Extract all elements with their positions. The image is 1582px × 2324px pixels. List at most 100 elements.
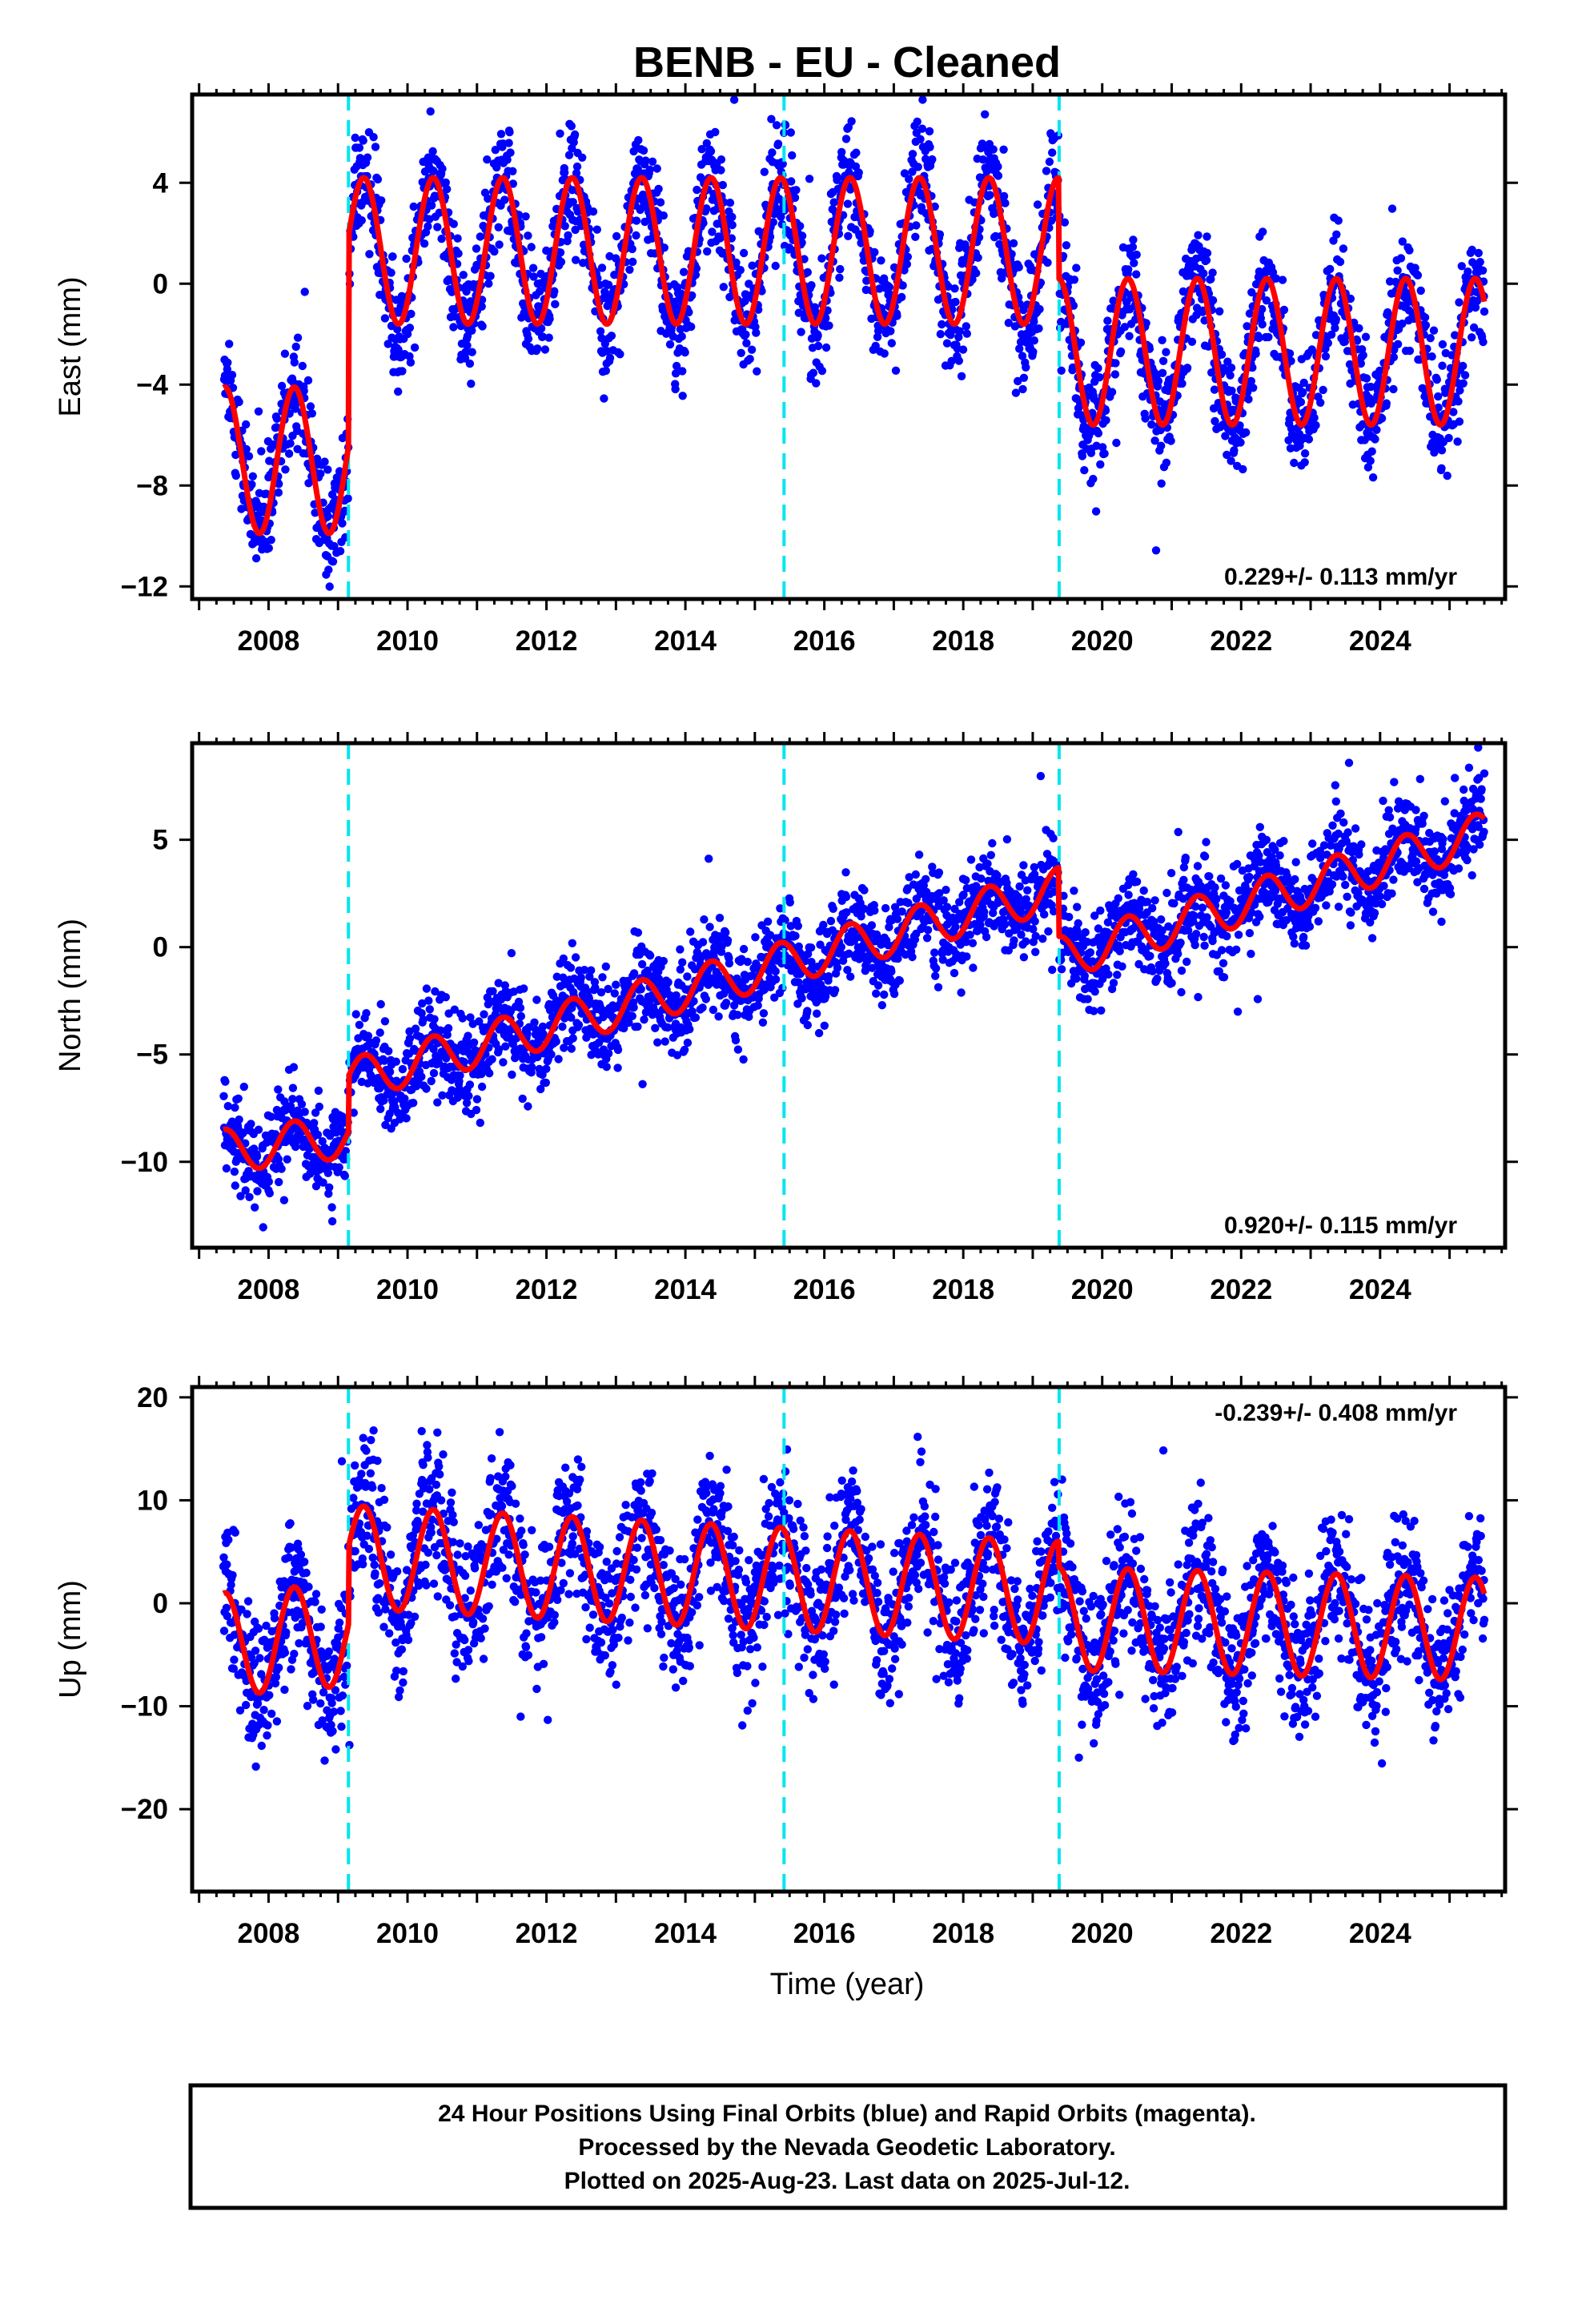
observation-point [1411, 263, 1419, 272]
observation-point [659, 211, 668, 220]
observation-point [453, 234, 462, 243]
observation-point [699, 219, 708, 227]
observation-point [407, 309, 416, 319]
observation-point [1223, 450, 1231, 460]
observation-point [877, 256, 885, 265]
observation-point [955, 898, 964, 907]
observation-point [1459, 361, 1468, 371]
observation-point [538, 1022, 548, 1031]
observation-point [1389, 384, 1398, 394]
observation-point [1073, 927, 1082, 936]
observation-point [1080, 466, 1089, 475]
observation-point [359, 136, 367, 145]
observation-point [532, 995, 541, 1004]
observation-point [729, 95, 739, 104]
observation-point [944, 282, 953, 291]
observation-point [962, 322, 971, 331]
observation-point [902, 259, 912, 269]
observation-point [872, 989, 881, 998]
observation-point [809, 368, 818, 377]
observation-point [438, 164, 447, 173]
observation-point [587, 966, 596, 975]
observation-point [1454, 397, 1463, 406]
observation-point [299, 386, 308, 396]
observation-point [247, 480, 256, 489]
observation-point [601, 962, 610, 971]
observation-point [1244, 395, 1253, 404]
observation-point [1339, 244, 1348, 253]
observation-point [271, 1130, 280, 1139]
observation-point [362, 1009, 371, 1018]
observation-point [999, 191, 1009, 201]
observation-point [275, 480, 283, 489]
observation-point [715, 932, 724, 941]
observation-point [420, 239, 429, 248]
observation-point [887, 967, 896, 976]
observation-point [402, 254, 411, 263]
observation-point [365, 250, 374, 259]
observation-point [409, 202, 418, 211]
observation-point [384, 1047, 393, 1055]
observation-point [1366, 456, 1375, 465]
observation-point [1327, 330, 1336, 339]
observation-point [676, 965, 685, 974]
observation-point [571, 255, 580, 264]
observation-point [911, 870, 921, 879]
observation-point [913, 163, 922, 171]
observation-point [1319, 385, 1327, 395]
observation-point [1207, 275, 1215, 283]
observation-point [969, 963, 978, 972]
observation-point [551, 300, 560, 308]
observation-point [698, 1003, 707, 1012]
observation-point [570, 130, 580, 139]
observation-point [745, 355, 754, 364]
y-axis-label: North (mm) [54, 919, 87, 1072]
observation-point [485, 1069, 494, 1078]
observation-point [1363, 463, 1373, 472]
observation-point [957, 988, 966, 997]
observation-point [636, 985, 645, 994]
observation-point [1460, 371, 1470, 380]
observation-point [981, 110, 990, 119]
observation-point [1367, 382, 1375, 392]
observation-point [638, 1080, 647, 1089]
observation-point [443, 185, 452, 194]
observation-point [820, 1021, 829, 1031]
observation-point [1437, 446, 1447, 455]
observation-point [1019, 953, 1029, 962]
observation-point [1034, 324, 1043, 333]
observation-point [524, 231, 532, 240]
observation-point [1038, 935, 1047, 943]
observation-point [1468, 245, 1476, 255]
observation-point [530, 1018, 539, 1027]
observation-point [424, 222, 432, 231]
observation-point [1335, 257, 1345, 267]
observation-point [500, 195, 509, 204]
observation-point [1096, 906, 1105, 915]
observation-point [1070, 887, 1078, 895]
observation-point [653, 1038, 662, 1047]
observation-point [516, 1003, 525, 1012]
observation-point [797, 231, 807, 240]
observation-point [351, 133, 359, 143]
observation-point [478, 322, 487, 331]
observation-point [488, 987, 497, 996]
observation-point [576, 973, 585, 982]
observation-point [709, 1005, 718, 1015]
observation-point [1015, 344, 1024, 353]
observation-point [925, 127, 934, 136]
observation-point [568, 939, 576, 948]
x-tick-label: 2024 [1349, 625, 1411, 657]
observation-point [592, 225, 601, 234]
observation-point [1455, 417, 1464, 426]
observation-point [264, 1177, 273, 1186]
observation-point [671, 369, 681, 378]
observation-point [427, 1076, 436, 1086]
observation-point [679, 267, 689, 276]
observation-point [476, 232, 484, 241]
observation-point [1107, 388, 1117, 396]
observation-point [993, 871, 1002, 880]
observation-point [1203, 248, 1212, 258]
observation-point [613, 1063, 622, 1072]
observation-point [1208, 296, 1218, 305]
